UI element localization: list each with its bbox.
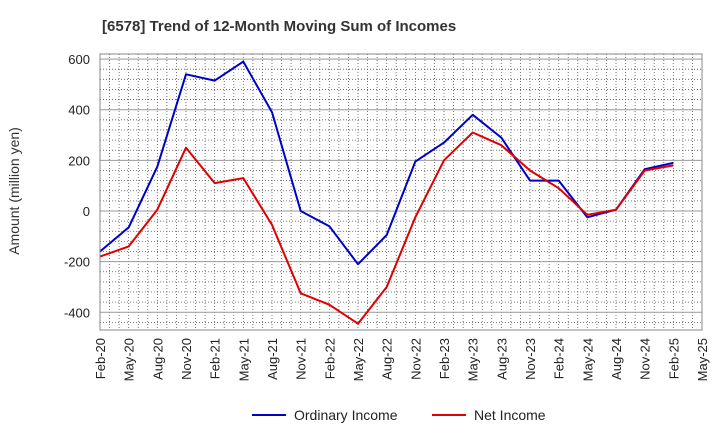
y-tick-label: 600 xyxy=(68,52,90,67)
grid xyxy=(99,54,703,330)
x-tick-label: Nov-22 xyxy=(408,338,423,380)
x-tick-label: May-23 xyxy=(466,338,481,381)
y-tick-label: 0 xyxy=(83,204,90,219)
x-tick-label: Nov-21 xyxy=(294,338,309,380)
x-tick-label: Aug-23 xyxy=(494,338,509,380)
x-tick-label: Aug-20 xyxy=(150,338,165,380)
x-tick-label: Nov-24 xyxy=(638,338,653,380)
x-tick-label: Feb-21 xyxy=(208,338,223,379)
plot-frame xyxy=(99,53,703,331)
x-tick-label: Feb-25 xyxy=(666,338,681,379)
x-tick-label: Aug-21 xyxy=(265,338,280,380)
x-tick-label: Aug-24 xyxy=(609,338,624,380)
x-tick-label: May-21 xyxy=(236,338,251,381)
legend-label: Ordinary Income xyxy=(294,407,398,423)
x-tick-label: May-22 xyxy=(351,338,366,381)
series-layer xyxy=(99,60,674,325)
x-tick-label: Feb-23 xyxy=(437,338,452,379)
y-tick-label: -400 xyxy=(64,305,90,320)
x-tick-label: Nov-23 xyxy=(523,338,538,380)
x-axis: Feb-20 May-20 Aug-20 Nov-20 Feb-21 May-21 Aug-… xyxy=(93,338,710,381)
x-tick-label: Feb-20 xyxy=(93,338,108,379)
y-tick-label: 200 xyxy=(68,153,90,168)
chart-title: [6578] Trend of 12-Month Moving Sum of I… xyxy=(102,18,456,35)
x-tick-label: Feb-24 xyxy=(552,338,567,379)
x-tick-label: May-20 xyxy=(122,338,137,381)
y-axis: -400 -200 0 200 400 600 xyxy=(64,52,90,320)
x-tick-label: Aug-22 xyxy=(380,338,395,380)
x-tick-label: Nov-20 xyxy=(179,338,194,380)
x-tick-label: May-24 xyxy=(580,338,595,381)
y-tick-label: 400 xyxy=(68,103,90,118)
y-axis-label: Amount (million yen) xyxy=(6,127,22,255)
x-tick-label: May-25 xyxy=(695,338,710,381)
legend: Ordinary Income Net Income xyxy=(252,407,546,423)
y-tick-label: -200 xyxy=(64,255,90,270)
series-line-net-income xyxy=(99,131,674,325)
legend-label: Net Income xyxy=(474,407,546,423)
x-tick-label: Feb-22 xyxy=(322,338,337,379)
